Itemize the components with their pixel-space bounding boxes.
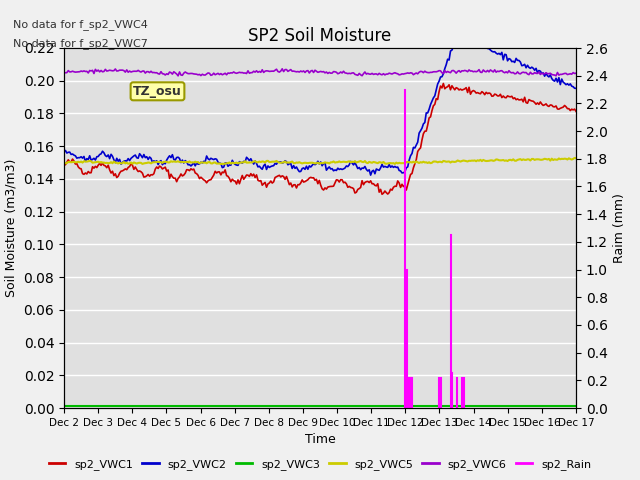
Y-axis label: Soil Moisture (m3/m3): Soil Moisture (m3/m3) [5, 159, 18, 297]
Title: SP2 Soil Moisture: SP2 Soil Moisture [248, 27, 392, 45]
Text: TZ_osu: TZ_osu [133, 85, 182, 98]
Text: No data for f_sp2_VWC7: No data for f_sp2_VWC7 [13, 38, 148, 49]
Text: No data for f_sp2_VWC4: No data for f_sp2_VWC4 [13, 19, 148, 30]
Legend: sp2_VWC1, sp2_VWC2, sp2_VWC3, sp2_VWC5, sp2_VWC6, sp2_Rain: sp2_VWC1, sp2_VWC2, sp2_VWC3, sp2_VWC5, … [44, 455, 596, 474]
X-axis label: Time: Time [305, 433, 335, 446]
Y-axis label: Raim (mm): Raim (mm) [613, 193, 627, 263]
